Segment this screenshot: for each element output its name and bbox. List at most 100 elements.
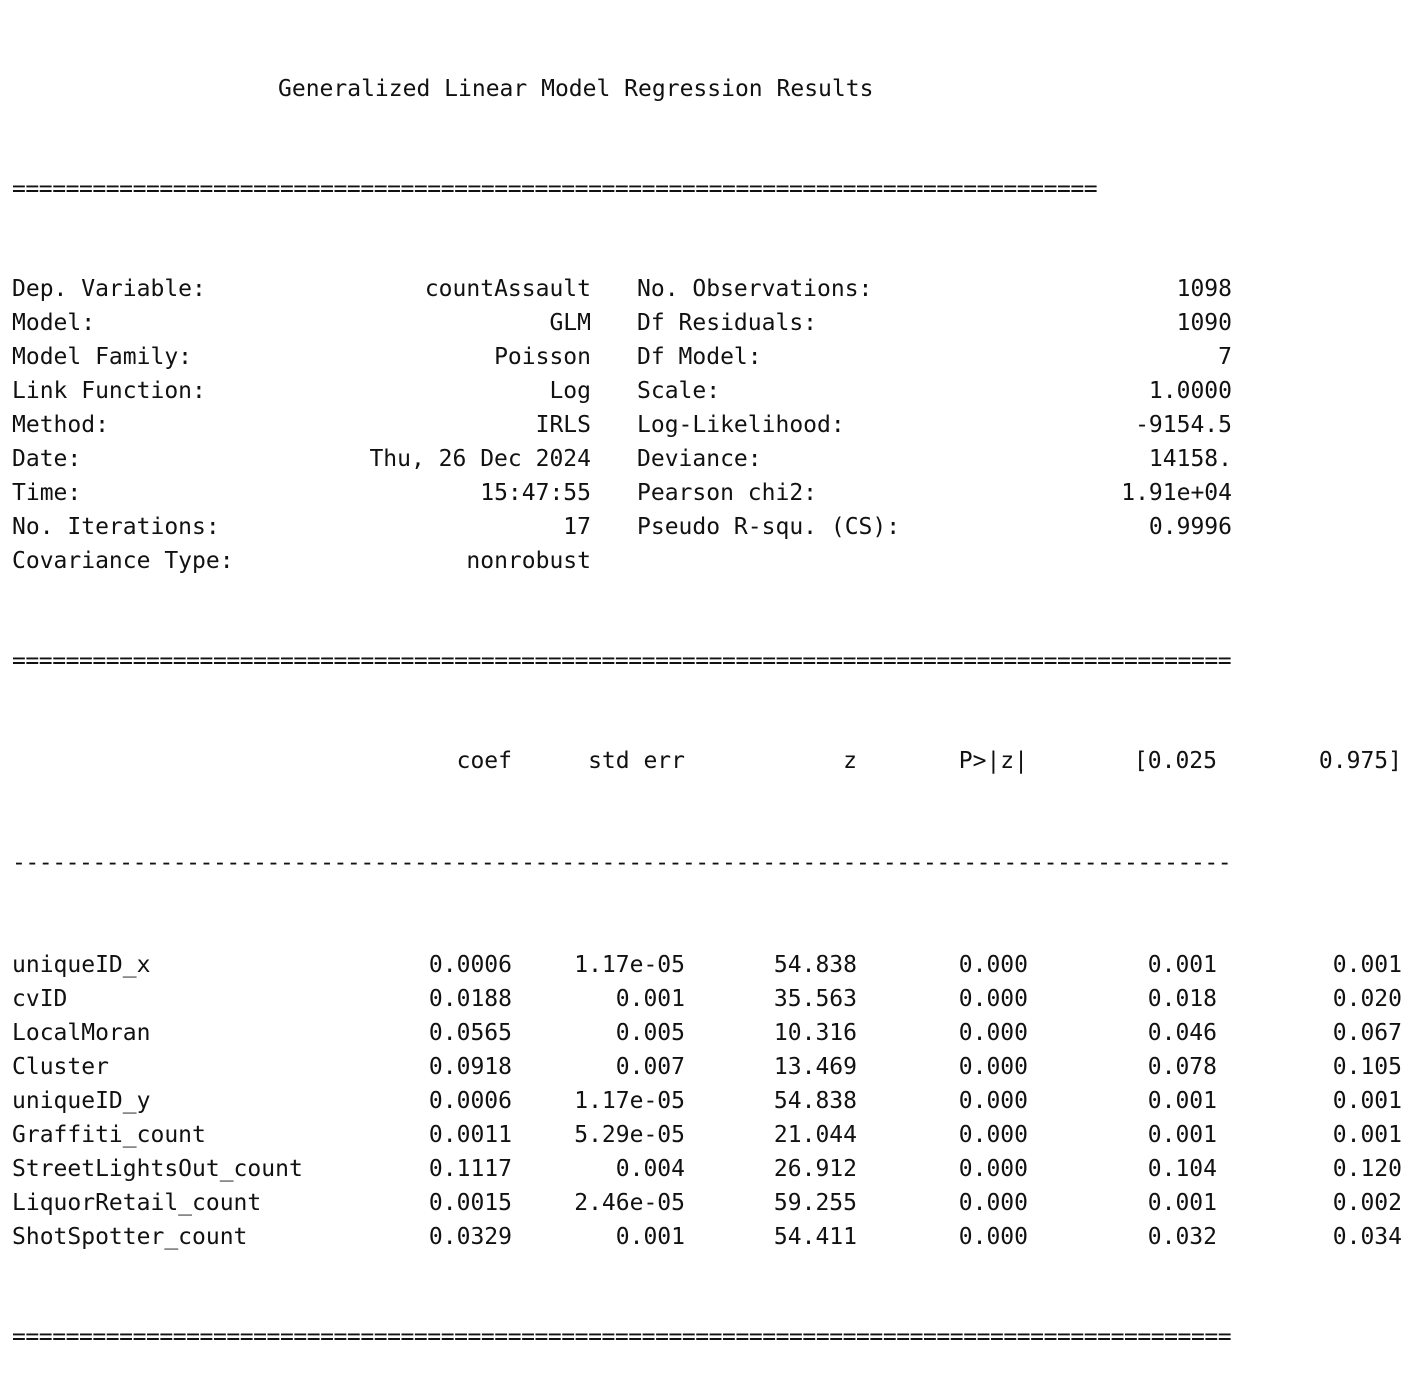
coefficient-row: uniqueID_y 0.0006 1.17e-05 54.838 0.000 0.001… [12, 1084, 1402, 1118]
coef-value: 0.1117 [428, 1156, 512, 1182]
summary-label: Method: [12, 412, 109, 438]
z-value: 54.838 [773, 1088, 857, 1114]
summary-label-2: Pseudo R-squ. (CS): [637, 514, 901, 540]
coef-value: 0.0565 [428, 1020, 512, 1046]
summary-row: Date: Thu, 26 Dec 2024 Deviance: 14158. [12, 442, 1402, 476]
summary-value: Log [549, 378, 591, 404]
variable-name: StreetLightsOut_count [12, 1156, 303, 1182]
coefficient-row: LocalMoran 0.0565 0.005 10.316 0.000 0.046 0.0… [12, 1016, 1402, 1050]
ci-lower-value: 0.078 [1147, 1054, 1217, 1080]
z-value: 26.912 [773, 1156, 857, 1182]
summary-value: 17 [563, 514, 591, 540]
coefficient-row: StreetLightsOut_count 0.1117 0.004 26.912 0.… [12, 1152, 1402, 1186]
ci-lower-value: 0.001 [1147, 952, 1217, 978]
ci-lower-value: 0.046 [1147, 1020, 1217, 1046]
summary-value-2: -9154.5 [1135, 412, 1232, 438]
summary-value: nonrobust [466, 548, 591, 574]
double-rule-bottom: ========================================… [12, 1324, 1232, 1350]
coef-value: 0.0015 [428, 1190, 512, 1216]
summary-label: Model Family: [12, 344, 193, 370]
single-rule: ----------------------------------------… [12, 850, 1232, 876]
ci-upper-value: 0.067 [1332, 1020, 1402, 1046]
coef-value: 0.0188 [428, 986, 512, 1012]
coef-value: 0.0006 [428, 1088, 512, 1114]
summary-label: Date: [12, 446, 82, 472]
summary-value-2: 1.91e+04 [1121, 480, 1232, 506]
summary-value-2: 7 [1218, 344, 1232, 370]
column-header: [0.025 [1133, 748, 1217, 774]
ci-lower-value: 0.032 [1147, 1224, 1217, 1250]
summary-row: Method: IRLS Log-Likelihood: -9154.5 [12, 408, 1402, 442]
variable-name: Graffiti_count [12, 1122, 206, 1148]
coefficient-row: ShotSpotter_count 0.0329 0.001 54.411 0.000 0… [12, 1220, 1402, 1254]
summary-label: Model: [12, 310, 96, 336]
report-title: Generalized Linear Model Regression Resu… [12, 72, 1402, 106]
column-header: coef [456, 748, 512, 774]
variable-name: LocalMoran [12, 1020, 151, 1046]
coefficient-row: Cluster 0.0918 0.007 13.469 0.000 0.078 0.105 [12, 1050, 1402, 1084]
summary-value: 15:47:55 [480, 480, 591, 506]
summary-value: IRLS [535, 412, 591, 438]
variable-name: uniqueID_x [12, 952, 151, 978]
std-err-value: 5.29e-05 [574, 1122, 685, 1148]
coefficient-table: uniqueID_x 0.0006 1.17e-05 54.838 0.000 0.001… [12, 948, 1402, 1254]
coefficient-row: Graffiti_count 0.0011 5.29e-05 21.044 0.000 0… [12, 1118, 1402, 1152]
double-rule-top: ========================================… [12, 176, 1098, 202]
ci-upper-value: 0.001 [1332, 952, 1402, 978]
p-value: 0.000 [958, 986, 1028, 1012]
column-header: 0.975] [1318, 748, 1402, 774]
z-value: 21.044 [773, 1122, 857, 1148]
std-err-value: 1.17e-05 [574, 952, 685, 978]
ci-upper-value: 0.034 [1332, 1224, 1402, 1250]
coefficient-row: LiquorRetail_count 0.0015 2.46e-05 59.255 0.… [12, 1186, 1402, 1220]
std-err-value: 2.46e-05 [574, 1190, 685, 1216]
model-summary: Dep. Variable: countAssault No. Observatio… [12, 272, 1402, 578]
summary-label: Link Function: [12, 378, 206, 404]
p-value: 0.000 [958, 952, 1028, 978]
summary-label-2: Df Model: [637, 344, 762, 370]
p-value: 0.000 [958, 1156, 1028, 1182]
summary-value: GLM [549, 310, 591, 336]
variable-name: uniqueID_y [12, 1088, 151, 1114]
ci-lower-value: 0.104 [1147, 1156, 1217, 1182]
p-value: 0.000 [958, 1190, 1028, 1216]
summary-value: Thu, 26 Dec 2024 [369, 446, 591, 472]
column-header: P>|z| [958, 748, 1028, 774]
ci-upper-value: 0.020 [1332, 986, 1402, 1012]
ci-upper-value: 0.001 [1332, 1122, 1402, 1148]
summary-row: No. Iterations: 17 Pseudo R-squ. (CS): 0.99… [12, 510, 1402, 544]
p-value: 0.000 [958, 1054, 1028, 1080]
ci-lower-value: 0.001 [1147, 1088, 1217, 1114]
p-value: 0.000 [958, 1224, 1028, 1250]
summary-value-2: 0.9996 [1148, 514, 1232, 540]
std-err-value: 0.001 [615, 986, 685, 1012]
p-value: 0.000 [958, 1088, 1028, 1114]
coefficient-row: cvID 0.0188 0.001 35.563 0.000 0.018 0.020 [12, 982, 1402, 1016]
summary-value-2: 1098 [1176, 276, 1232, 302]
std-err-value: 0.007 [615, 1054, 685, 1080]
ci-lower-value: 0.001 [1147, 1122, 1217, 1148]
std-err-value: 0.001 [615, 1224, 685, 1250]
summary-label: Covariance Type: [12, 548, 234, 574]
z-value: 35.563 [773, 986, 857, 1012]
summary-label: Dep. Variable: [12, 276, 206, 302]
ci-lower-value: 0.018 [1147, 986, 1217, 1012]
std-err-value: 0.005 [615, 1020, 685, 1046]
variable-name: ShotSpotter_count [12, 1224, 248, 1250]
report-title-text: Generalized Linear Model Regression Resu… [278, 76, 874, 102]
summary-value: countAssault [424, 276, 591, 302]
summary-label-2: Df Residuals: [637, 310, 818, 336]
variable-name: Cluster [12, 1054, 109, 1080]
summary-value: Poisson [494, 344, 591, 370]
z-value: 54.838 [773, 952, 857, 978]
summary-label-2: Scale: [637, 378, 721, 404]
summary-row: Model: GLM Df Residuals: 1090 [12, 306, 1402, 340]
summary-label: Time: [12, 480, 82, 506]
std-err-value: 0.004 [615, 1156, 685, 1182]
double-rule-middle: ========================================… [12, 648, 1232, 674]
coef-value: 0.0329 [428, 1224, 512, 1250]
coef-value: 0.0011 [428, 1122, 512, 1148]
std-err-value: 1.17e-05 [574, 1088, 685, 1114]
regression-report: Generalized Linear Model Regression Resu… [12, 4, 1402, 1386]
column-header: std err [588, 748, 685, 774]
